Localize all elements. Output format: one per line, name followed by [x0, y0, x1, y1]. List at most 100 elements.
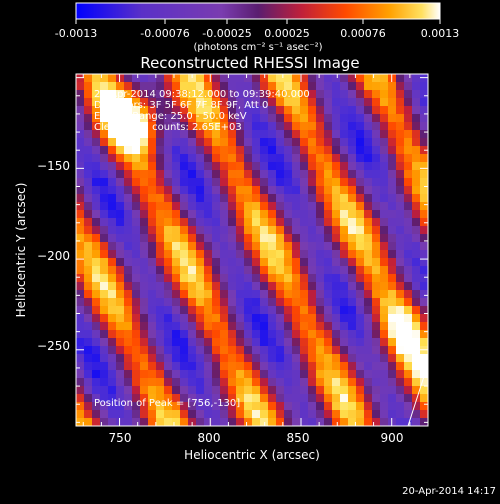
heatmap-cell [228, 122, 237, 131]
heatmap-cell [212, 314, 221, 323]
heatmap-cell [412, 306, 421, 315]
heatmap-cell [404, 258, 413, 267]
heatmap-cell [236, 146, 245, 155]
heatmap-cell [76, 250, 85, 259]
heatmap-cell [252, 218, 261, 227]
heatmap-cell [108, 258, 117, 267]
heatmap-cell [284, 202, 293, 211]
heatmap-cell [148, 266, 157, 275]
heatmap-cell [324, 170, 333, 179]
heatmap-cell [148, 386, 157, 395]
colorbar-tick-label: -0.00076 [140, 27, 189, 40]
heatmap-cell [148, 122, 157, 131]
heatmap-cell [396, 346, 405, 355]
heatmap-cell [252, 370, 261, 379]
heatmap-cell [92, 338, 101, 347]
heatmap-cell [132, 338, 141, 347]
heatmap-cell [188, 202, 197, 211]
heatmap-cell [236, 178, 245, 187]
heatmap-cell [212, 338, 221, 347]
heatmap-cell [252, 130, 261, 139]
heatmap-cell [100, 218, 109, 227]
heatmap-cell [316, 274, 325, 283]
heatmap-cell [308, 354, 317, 363]
heatmap-cell [252, 266, 261, 275]
heatmap-cell [380, 306, 389, 315]
heatmap-cell [116, 122, 125, 131]
heatmap-cell [92, 82, 101, 91]
heatmap-cell [412, 314, 421, 323]
heatmap-cell [84, 338, 93, 347]
heatmap-cell [404, 138, 413, 147]
heatmap-cell [180, 122, 189, 131]
heatmap-cell [324, 370, 333, 379]
heatmap-cell [220, 82, 229, 91]
heatmap-cell [372, 346, 381, 355]
heatmap-cell [356, 210, 365, 219]
heatmap-cell [140, 282, 149, 291]
heatmap-cell [108, 114, 117, 123]
heatmap-cell [324, 258, 333, 267]
heatmap-cell [244, 138, 253, 147]
heatmap-cell [252, 98, 261, 107]
heatmap-cell [316, 378, 325, 387]
heatmap-cell [412, 282, 421, 291]
heatmap-cell [420, 322, 428, 331]
heatmap-cell [372, 74, 381, 83]
heatmap-cell [268, 138, 277, 147]
heatmap-cell [380, 202, 389, 211]
heatmap-cell [180, 90, 189, 99]
heatmap-cell [148, 258, 157, 267]
heatmap-cell [228, 194, 237, 203]
heatmap-cell [332, 194, 341, 203]
heatmap-cell [164, 178, 173, 187]
heatmap-cell [124, 234, 133, 243]
heatmap-cell [244, 418, 253, 426]
heatmap-cell [132, 146, 141, 155]
heatmap-cell [204, 178, 213, 187]
heatmap-cell [420, 370, 428, 379]
heatmap-cell [348, 178, 357, 187]
heatmap-cell [252, 314, 261, 323]
heatmap-cell [180, 218, 189, 227]
heatmap-cell [372, 194, 381, 203]
heatmap-cell [292, 146, 301, 155]
heatmap-cell [340, 138, 349, 147]
heatmap-cell [76, 338, 85, 347]
heatmap-cell [164, 330, 173, 339]
heatmap-cell [164, 122, 173, 131]
heatmap-cell [196, 362, 205, 371]
heatmap-cell [420, 242, 428, 251]
heatmap-cell [396, 162, 405, 171]
heatmap-cell [92, 362, 101, 371]
heatmap-cell [156, 250, 165, 259]
heatmap-cell [420, 386, 428, 395]
heatmap-cell [140, 90, 149, 99]
heatmap-cell [228, 386, 237, 395]
heatmap-cell [84, 258, 93, 267]
heatmap-cell [340, 402, 349, 411]
heatmap-cell [364, 386, 373, 395]
heatmap-cell [396, 410, 405, 419]
heatmap-cell [348, 234, 357, 243]
heatmap-cell [188, 186, 197, 195]
heatmap-cell [316, 354, 325, 363]
heatmap-cell [268, 330, 277, 339]
heatmap-cell [180, 410, 189, 419]
heatmap-cell [356, 338, 365, 347]
heatmap-cell [260, 226, 269, 235]
heatmap-cell [388, 98, 397, 107]
heatmap-cell [356, 242, 365, 251]
heatmap-cell [236, 114, 245, 123]
heatmap-cell [108, 210, 117, 219]
heatmap-cell [76, 298, 85, 307]
heatmap-cell [324, 194, 333, 203]
heatmap-cell [364, 314, 373, 323]
heatmap-cell [348, 98, 357, 107]
heatmap-cell [236, 354, 245, 363]
heatmap-cell [252, 290, 261, 299]
heatmap-cell [308, 378, 317, 387]
heatmap-cell [316, 130, 325, 139]
heatmap-cell [380, 330, 389, 339]
heatmap-cell [316, 314, 325, 323]
